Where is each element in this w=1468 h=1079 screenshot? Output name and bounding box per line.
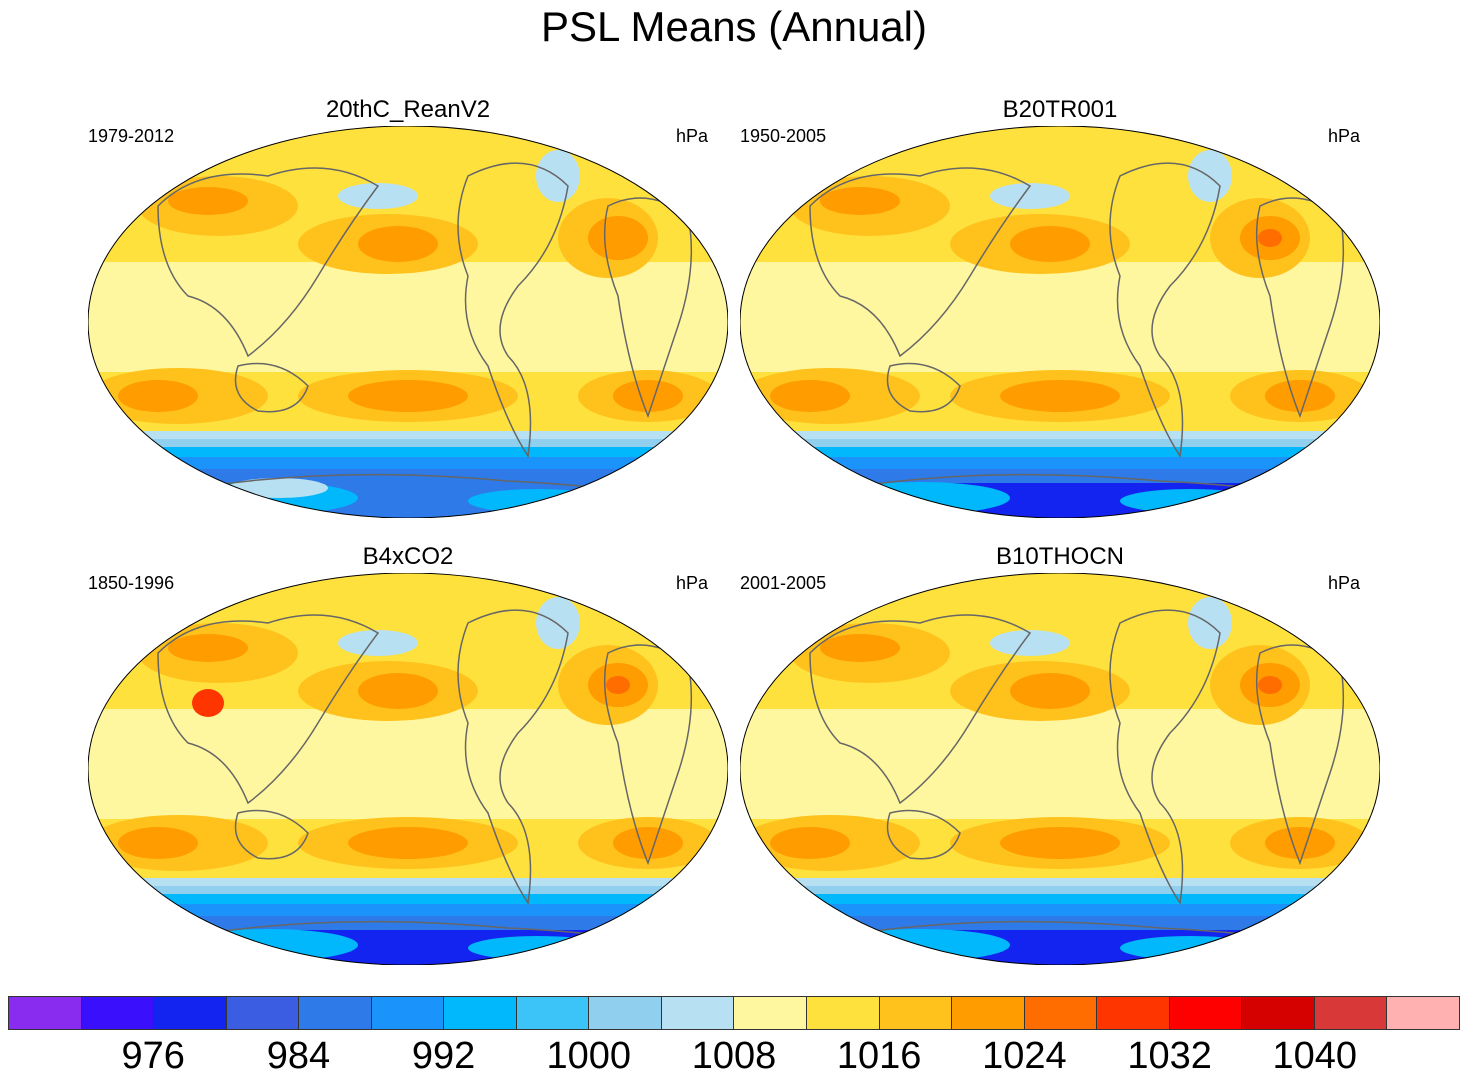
colorbar-swatch (154, 996, 227, 1030)
colorbar-swatch (952, 996, 1025, 1030)
colorbar-swatch (1314, 996, 1388, 1030)
panel-title: B4xCO2 (362, 543, 454, 570)
figure-title: PSL Means (Annual) (541, 3, 927, 50)
map-panel: 20thC_ReanV2 1979-2012 hPa (88, 96, 728, 526)
colorbar-label: 1008 (691, 1035, 777, 1077)
colorbar-swatch (299, 996, 372, 1030)
map-panel: B10THOCN 2001-2005 hPa (740, 543, 1380, 973)
colorbar-swatch (807, 996, 880, 1030)
panel-units: hPa (675, 126, 708, 146)
colorbar-label: 1024 (982, 1035, 1067, 1077)
colorbar-swatch (1242, 996, 1315, 1030)
psl-map (88, 126, 728, 518)
panel-title: 20thC_ReanV2 (325, 96, 491, 123)
colorbar-swatch (8, 996, 82, 1030)
panel-period: 1950-2005 (740, 126, 827, 146)
colorbar-swatch (1169, 996, 1243, 1030)
panel-period: 2001-2005 (740, 573, 827, 593)
colorbar-label: 984 (266, 1035, 331, 1077)
panel-title: B20TR001 (1002, 96, 1118, 123)
colorbar (8, 996, 1460, 1030)
colorbar-label: 1032 (1127, 1035, 1212, 1077)
colorbar-swatch (879, 996, 953, 1030)
psl-map (88, 573, 728, 965)
colorbar-swatch (1097, 996, 1170, 1030)
colorbar-swatch (81, 996, 155, 1030)
panel-units: hPa (1327, 573, 1360, 593)
colorbar-label: 992 (411, 1035, 476, 1077)
map-panel: B4xCO2 1850-1996 hPa (88, 543, 728, 973)
psl-map (740, 573, 1380, 965)
psl-map (740, 126, 1380, 518)
colorbar-label: 1016 (836, 1035, 922, 1077)
colorbar-label: 976 (121, 1035, 185, 1077)
colorbar-label: 1000 (546, 1035, 632, 1077)
colorbar-swatch (1024, 996, 1098, 1030)
panel-period: 1850-1996 (88, 573, 175, 593)
panel-period: 1979-2012 (88, 126, 175, 146)
map-panel: B20TR001 1950-2005 hPa (740, 96, 1380, 526)
colorbar-swatch (589, 996, 662, 1030)
colorbar-swatch (371, 996, 445, 1030)
colorbar-label: 1040 (1272, 1035, 1358, 1077)
colorbar-swatch (734, 996, 808, 1030)
colorbar-swatch (226, 996, 300, 1030)
colorbar-swatch (444, 996, 517, 1030)
colorbar-swatch (1387, 996, 1460, 1030)
colorbar-swatch (661, 996, 735, 1030)
panel-units: hPa (675, 573, 708, 593)
panel-units: hPa (1327, 126, 1360, 146)
panel-title: B10THOCN (995, 543, 1125, 570)
colorbar-swatch (516, 996, 590, 1030)
